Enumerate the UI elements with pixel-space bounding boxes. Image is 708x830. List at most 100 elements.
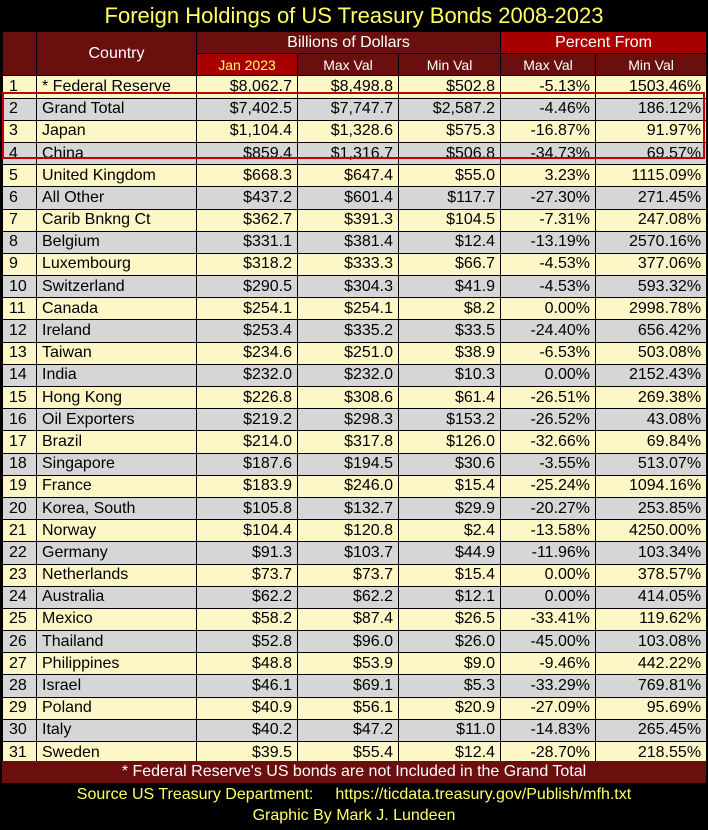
row-index: 27 <box>2 652 37 676</box>
min-value: $2.4 <box>397 519 502 543</box>
pct-max-value: 0.00% <box>500 585 597 609</box>
max-value: $391.3 <box>297 208 399 232</box>
country-cell: Korea, South <box>36 496 197 521</box>
pct-max-value: -27.09% <box>500 696 597 720</box>
min-value: $2,587.2 <box>397 97 502 121</box>
table-row: 24 Australia $62.2 $62.2 $12.1 0.00% 414.05% <box>2 585 708 609</box>
table-row: 17 Brazil $214.0 $317.8 $126.0 -32.66% 69.84% <box>2 430 708 454</box>
pct-max-value: -27.30% <box>500 186 597 210</box>
pct-max-value: -13.19% <box>500 230 597 254</box>
pct-min-header: Min Val <box>595 53 708 77</box>
table-row: 31 Sweden $39.5 $55.4 $12.4 -28.70% 218.55% <box>2 740 708 765</box>
row-index: 8 <box>2 230 37 254</box>
pct-min-value: 119.62% <box>595 607 708 632</box>
row-index: 29 <box>2 696 37 720</box>
jan-value: $859.4 <box>196 141 298 166</box>
pct-min-value: 378.57% <box>595 563 708 587</box>
min-value: $575.3 <box>397 119 502 143</box>
pct-max-value: -26.52% <box>500 408 597 432</box>
jan-value: $48.8 <box>196 652 298 676</box>
country-cell: Luxembourg <box>36 252 197 277</box>
row-index: 20 <box>2 496 37 521</box>
footnote: * Federal Reserve's US bonds are not Inc… <box>2 761 706 783</box>
table-row: 19 France $183.9 $246.0 $15.4 -25.24% 1094.16% <box>2 474 708 498</box>
table-row: 5 United Kingdom $668.3 $647.4 $55.0 3.23% 111… <box>2 164 708 188</box>
country-cell: Switzerland <box>36 275 197 299</box>
pct-min-value: 4250.00% <box>595 519 708 543</box>
country-cell: Brazil <box>36 430 197 454</box>
jan-value: $232.0 <box>196 363 298 388</box>
max-value: $232.0 <box>297 363 399 388</box>
row-index: 7 <box>2 208 37 232</box>
max-value: $53.9 <box>297 652 399 676</box>
pct-min-value: 593.32% <box>595 275 708 299</box>
pct-min-value: 1115.09% <box>595 164 708 188</box>
jan-header: Jan 2023 <box>196 53 298 77</box>
jan-value: $318.2 <box>196 252 298 277</box>
row-index: 9 <box>2 252 37 277</box>
min-header: Min Val <box>397 53 502 77</box>
table-row: 12 Ireland $253.4 $335.2 $33.5 -24.40% 656.42% <box>2 319 708 343</box>
pct-min-value: 2152.43% <box>595 363 708 388</box>
pct-min-value: 103.34% <box>595 541 708 565</box>
jan-value: $40.9 <box>196 696 298 720</box>
country-cell: Japan <box>36 119 197 143</box>
pct-max-value: -16.87% <box>500 119 597 143</box>
source-url: https://ticdata.treasury.gov/Publish/mfh… <box>335 786 632 803</box>
country-cell: Hong Kong <box>36 385 197 410</box>
min-value: $29.9 <box>397 496 502 521</box>
pct-max-value: -5.13% <box>500 75 597 99</box>
max-value: $298.3 <box>297 408 399 432</box>
table-row: 23 Netherlands $73.7 $73.7 $15.4 0.00% 378.57% <box>2 563 708 587</box>
max-value: $56.1 <box>297 696 399 720</box>
pct-min-value: 377.06% <box>595 252 708 277</box>
max-value: $254.1 <box>297 297 399 321</box>
min-value: $41.9 <box>397 275 502 299</box>
row-index: 16 <box>2 408 37 432</box>
country-cell: Israel <box>36 674 197 698</box>
jan-value: $253.4 <box>196 319 298 343</box>
country-cell: Australia <box>36 585 197 609</box>
min-value: $66.7 <box>397 252 502 277</box>
pct-max-value: -25.24% <box>500 474 597 498</box>
min-value: $506.8 <box>397 141 502 166</box>
country-cell: Norway <box>36 519 197 543</box>
jan-value: $234.6 <box>196 341 298 365</box>
country-cell: Thailand <box>36 630 197 654</box>
pct-min-value: 69.84% <box>595 430 708 454</box>
pct-min-value: 442.22% <box>595 652 708 676</box>
max-value: $333.3 <box>297 252 399 277</box>
country-cell: Poland <box>36 696 197 720</box>
row-index: 13 <box>2 341 37 365</box>
row-index: 1 <box>2 75 37 99</box>
table-row: 30 Italy $40.2 $47.2 $11.0 -14.83% 265.45% <box>2 718 708 743</box>
pct-max-value: -33.29% <box>500 674 597 698</box>
pct-min-value: 265.45% <box>595 718 708 743</box>
pct-max-value: -11.96% <box>500 541 597 565</box>
row-index: 5 <box>2 164 37 188</box>
pct-max-value: -7.31% <box>500 208 597 232</box>
pct-max-value: -24.40% <box>500 319 597 343</box>
pct-min-value: 218.55% <box>595 740 708 765</box>
country-cell: Sweden <box>36 740 197 765</box>
country-cell: Netherlands <box>36 563 197 587</box>
pct-min-value: 95.69% <box>595 696 708 720</box>
pct-min-value: 91.97% <box>595 119 708 143</box>
jan-value: $187.6 <box>196 452 298 476</box>
pct-max-value: -9.46% <box>500 652 597 676</box>
row-index: 28 <box>2 674 37 698</box>
row-index: 23 <box>2 563 37 587</box>
country-cell: France <box>36 474 197 498</box>
table-row: 7 Carib Bnkng Ct $362.7 $391.3 $104.5 -7.31% 2… <box>2 208 708 232</box>
jan-value: $52.8 <box>196 630 298 654</box>
max-value: $308.6 <box>297 385 399 410</box>
pct-max-value: -45.00% <box>500 630 597 654</box>
max-value: $73.7 <box>297 563 399 587</box>
jan-value: $331.1 <box>196 230 298 254</box>
max-value: $96.0 <box>297 630 399 654</box>
table-row: 20 Korea, South $105.8 $132.7 $29.9 -20.27% 25… <box>2 496 708 521</box>
row-index: 30 <box>2 718 37 743</box>
pct-max-value: -34.73% <box>500 141 597 166</box>
country-cell: Canada <box>36 297 197 321</box>
row-index: 3 <box>2 119 37 143</box>
